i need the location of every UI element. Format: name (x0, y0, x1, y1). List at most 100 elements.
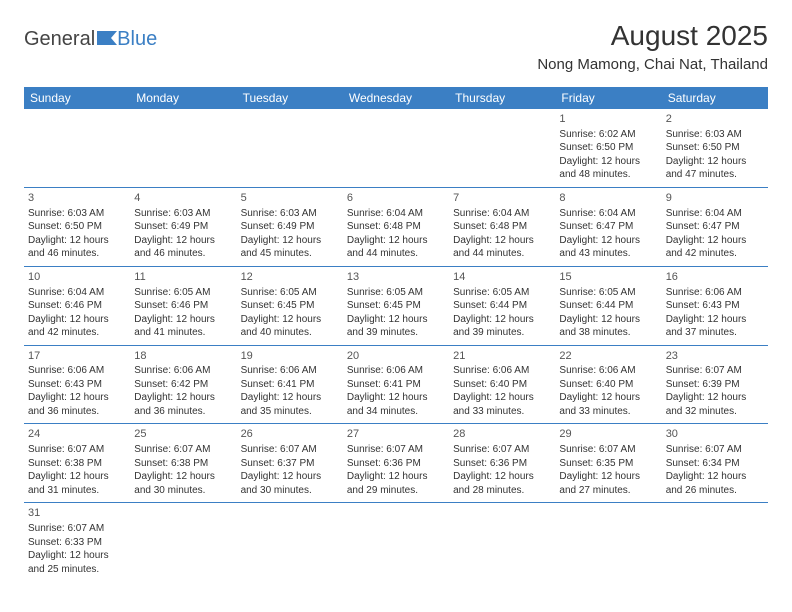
daylight2-text: and 36 minutes. (134, 405, 232, 419)
sunrise-text: Sunrise: 6:04 AM (347, 207, 445, 221)
day-number: 21 (453, 349, 551, 364)
sunrise-text: Sunrise: 6:06 AM (559, 364, 657, 378)
calendar-day-cell: 23Sunrise: 6:07 AMSunset: 6:39 PMDayligh… (662, 345, 768, 424)
day-header: Tuesday (237, 87, 343, 109)
daylight1-text: Daylight: 12 hours (241, 313, 339, 327)
logo-text-general: General (24, 28, 95, 51)
sunrise-text: Sunrise: 6:07 AM (28, 443, 126, 457)
daylight2-text: and 39 minutes. (347, 326, 445, 340)
calendar-empty-cell (555, 503, 661, 581)
daylight1-text: Daylight: 12 hours (134, 391, 232, 405)
sunset-text: Sunset: 6:49 PM (134, 220, 232, 234)
calendar-empty-cell (130, 503, 236, 581)
day-header: Friday (555, 87, 661, 109)
day-number: 20 (347, 349, 445, 364)
calendar-day-cell: 1Sunrise: 6:02 AMSunset: 6:50 PMDaylight… (555, 109, 661, 187)
daylight2-text: and 30 minutes. (241, 484, 339, 498)
sunset-text: Sunset: 6:47 PM (666, 220, 764, 234)
sunset-text: Sunset: 6:44 PM (559, 299, 657, 313)
daylight1-text: Daylight: 12 hours (28, 234, 126, 248)
location-subtitle: Nong Mamong, Chai Nat, Thailand (537, 56, 768, 73)
day-number: 12 (241, 270, 339, 285)
daylight1-text: Daylight: 12 hours (134, 470, 232, 484)
sunrise-text: Sunrise: 6:03 AM (241, 207, 339, 221)
calendar-day-cell: 20Sunrise: 6:06 AMSunset: 6:41 PMDayligh… (343, 345, 449, 424)
sunset-text: Sunset: 6:48 PM (453, 220, 551, 234)
sunrise-text: Sunrise: 6:06 AM (666, 286, 764, 300)
daylight2-text: and 39 minutes. (453, 326, 551, 340)
sunrise-text: Sunrise: 6:06 AM (134, 364, 232, 378)
day-number: 26 (241, 427, 339, 442)
daylight2-text: and 34 minutes. (347, 405, 445, 419)
daylight2-text: and 31 minutes. (28, 484, 126, 498)
daylight2-text: and 48 minutes. (559, 168, 657, 182)
calendar-day-cell: 25Sunrise: 6:07 AMSunset: 6:38 PMDayligh… (130, 424, 236, 503)
daylight2-text: and 35 minutes. (241, 405, 339, 419)
day-number: 11 (134, 270, 232, 285)
calendar-day-cell: 21Sunrise: 6:06 AMSunset: 6:40 PMDayligh… (449, 345, 555, 424)
daylight1-text: Daylight: 12 hours (28, 470, 126, 484)
daylight1-text: Daylight: 12 hours (666, 155, 764, 169)
daylight2-text: and 44 minutes. (347, 247, 445, 261)
sunrise-text: Sunrise: 6:05 AM (559, 286, 657, 300)
daylight2-text: and 33 minutes. (559, 405, 657, 419)
sunrise-text: Sunrise: 6:07 AM (559, 443, 657, 457)
day-number: 2 (666, 112, 764, 127)
sunrise-text: Sunrise: 6:06 AM (28, 364, 126, 378)
calendar-day-cell: 15Sunrise: 6:05 AMSunset: 6:44 PMDayligh… (555, 266, 661, 345)
daylight1-text: Daylight: 12 hours (666, 391, 764, 405)
calendar-table: SundayMondayTuesdayWednesdayThursdayFrid… (24, 87, 768, 581)
day-number: 16 (666, 270, 764, 285)
calendar-empty-cell (24, 109, 130, 187)
day-number: 9 (666, 191, 764, 206)
daylight1-text: Daylight: 12 hours (453, 234, 551, 248)
day-number: 7 (453, 191, 551, 206)
calendar-day-cell: 7Sunrise: 6:04 AMSunset: 6:48 PMDaylight… (449, 187, 555, 266)
calendar-week-row: 17Sunrise: 6:06 AMSunset: 6:43 PMDayligh… (24, 345, 768, 424)
day-header: Thursday (449, 87, 555, 109)
calendar-day-cell: 27Sunrise: 6:07 AMSunset: 6:36 PMDayligh… (343, 424, 449, 503)
day-number: 13 (347, 270, 445, 285)
sunrise-text: Sunrise: 6:07 AM (241, 443, 339, 457)
sunset-text: Sunset: 6:33 PM (28, 536, 126, 550)
month-year-title: August 2025 (537, 20, 768, 52)
daylight1-text: Daylight: 12 hours (347, 313, 445, 327)
daylight1-text: Daylight: 12 hours (347, 470, 445, 484)
sunrise-text: Sunrise: 6:07 AM (453, 443, 551, 457)
daylight1-text: Daylight: 12 hours (134, 234, 232, 248)
daylight1-text: Daylight: 12 hours (347, 391, 445, 405)
daylight2-text: and 45 minutes. (241, 247, 339, 261)
daylight2-text: and 41 minutes. (134, 326, 232, 340)
calendar-empty-cell (130, 109, 236, 187)
calendar-day-cell: 22Sunrise: 6:06 AMSunset: 6:40 PMDayligh… (555, 345, 661, 424)
daylight1-text: Daylight: 12 hours (241, 234, 339, 248)
calendar-day-cell: 11Sunrise: 6:05 AMSunset: 6:46 PMDayligh… (130, 266, 236, 345)
sunrise-text: Sunrise: 6:07 AM (134, 443, 232, 457)
daylight2-text: and 32 minutes. (666, 405, 764, 419)
daylight1-text: Daylight: 12 hours (559, 234, 657, 248)
daylight2-text: and 27 minutes. (559, 484, 657, 498)
sunset-text: Sunset: 6:50 PM (28, 220, 126, 234)
sunset-text: Sunset: 6:36 PM (347, 457, 445, 471)
sunset-text: Sunset: 6:43 PM (28, 378, 126, 392)
calendar-day-cell: 13Sunrise: 6:05 AMSunset: 6:45 PMDayligh… (343, 266, 449, 345)
day-number: 23 (666, 349, 764, 364)
daylight1-text: Daylight: 12 hours (666, 234, 764, 248)
calendar-week-row: 1Sunrise: 6:02 AMSunset: 6:50 PMDaylight… (24, 109, 768, 187)
day-header-row: SundayMondayTuesdayWednesdayThursdayFrid… (24, 87, 768, 109)
daylight1-text: Daylight: 12 hours (559, 313, 657, 327)
sunset-text: Sunset: 6:43 PM (666, 299, 764, 313)
calendar-day-cell: 14Sunrise: 6:05 AMSunset: 6:44 PMDayligh… (449, 266, 555, 345)
day-header: Monday (130, 87, 236, 109)
sunrise-text: Sunrise: 6:04 AM (28, 286, 126, 300)
daylight1-text: Daylight: 12 hours (666, 470, 764, 484)
sunrise-text: Sunrise: 6:05 AM (241, 286, 339, 300)
daylight1-text: Daylight: 12 hours (28, 391, 126, 405)
sunrise-text: Sunrise: 6:04 AM (559, 207, 657, 221)
day-number: 14 (453, 270, 551, 285)
daylight1-text: Daylight: 12 hours (666, 313, 764, 327)
logo-text-blue: Blue (117, 28, 157, 51)
sunset-text: Sunset: 6:40 PM (559, 378, 657, 392)
calendar-day-cell: 19Sunrise: 6:06 AMSunset: 6:41 PMDayligh… (237, 345, 343, 424)
day-number: 5 (241, 191, 339, 206)
